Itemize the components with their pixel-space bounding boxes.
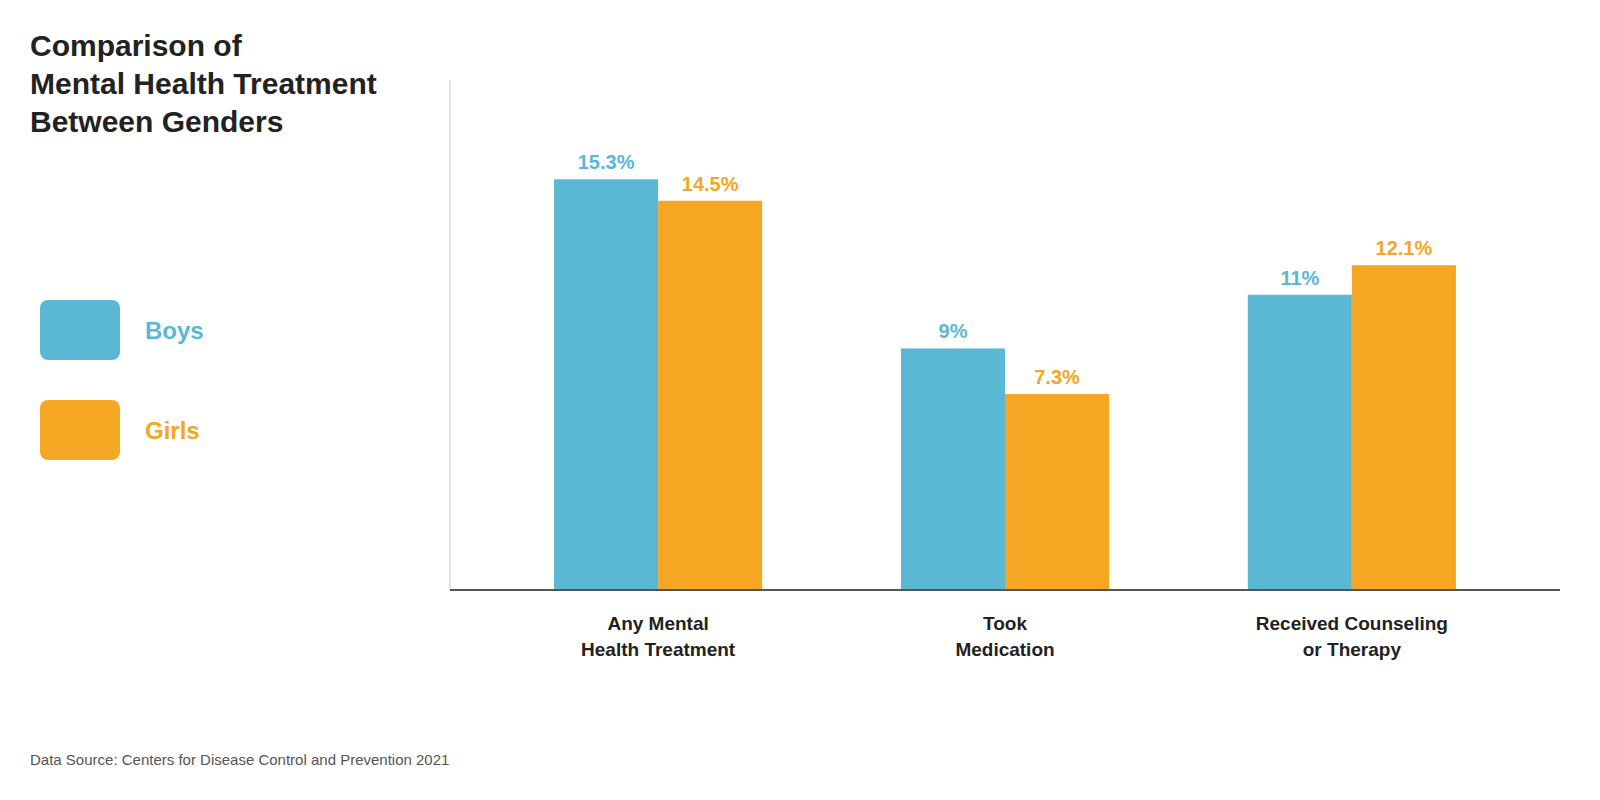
chart-title: Comparison of Mental Health Treatment Betw… <box>30 29 377 138</box>
legend-label: Boys <box>145 317 204 344</box>
bar <box>1005 394 1109 590</box>
text-line: Medication <box>955 639 1054 660</box>
bar <box>901 348 1005 590</box>
bar <box>1248 295 1352 590</box>
x-tick-label: Any Mental Health Treatment <box>581 613 736 660</box>
x-tick-label: Received Counseling or Therapy <box>1256 613 1448 660</box>
x-tick-labels: Any Mental Health Treatment Took Medication… <box>581 613 1448 660</box>
text-line: Took <box>983 613 1027 634</box>
text-line: Health Treatment <box>581 639 736 660</box>
bars <box>554 179 1456 590</box>
text-line: or Therapy <box>1303 639 1402 660</box>
legend-label: Girls <box>145 417 200 444</box>
legend: Boys Girls <box>40 300 204 460</box>
bar <box>1352 265 1456 590</box>
data-label: 11% <box>1280 267 1319 289</box>
y-axis-line <box>450 80 451 590</box>
data-label: 14.5% <box>682 173 739 195</box>
chart-svg: Comparison of Mental Health Treatment Betw… <box>0 0 1600 800</box>
bar <box>658 201 762 590</box>
data-label: 12.1% <box>1376 237 1433 259</box>
text-line: Received Counseling <box>1256 613 1448 634</box>
text-line: Any Mental <box>607 613 708 634</box>
data-label: 7.3% <box>1034 366 1080 388</box>
x-tick-label: Took Medication <box>955 613 1054 660</box>
baseline <box>450 589 1560 591</box>
annotation: Data Source: Centers for Disease Control… <box>30 751 449 768</box>
data-label: 9% <box>939 320 968 342</box>
legend-swatch <box>40 300 120 360</box>
bar <box>554 179 658 590</box>
text-line: Mental Health Treatment <box>30 67 377 100</box>
legend-swatch <box>40 400 120 460</box>
text-line: Between Genders <box>30 105 283 138</box>
chart-container: Comparison of Mental Health Treatment Betw… <box>0 0 1600 800</box>
text-line: Comparison of <box>30 29 243 62</box>
data-labels: 15.3% 9% 11% 14.5% 7.3% 12.1% <box>578 151 1433 388</box>
data-label: 15.3% <box>578 151 635 173</box>
